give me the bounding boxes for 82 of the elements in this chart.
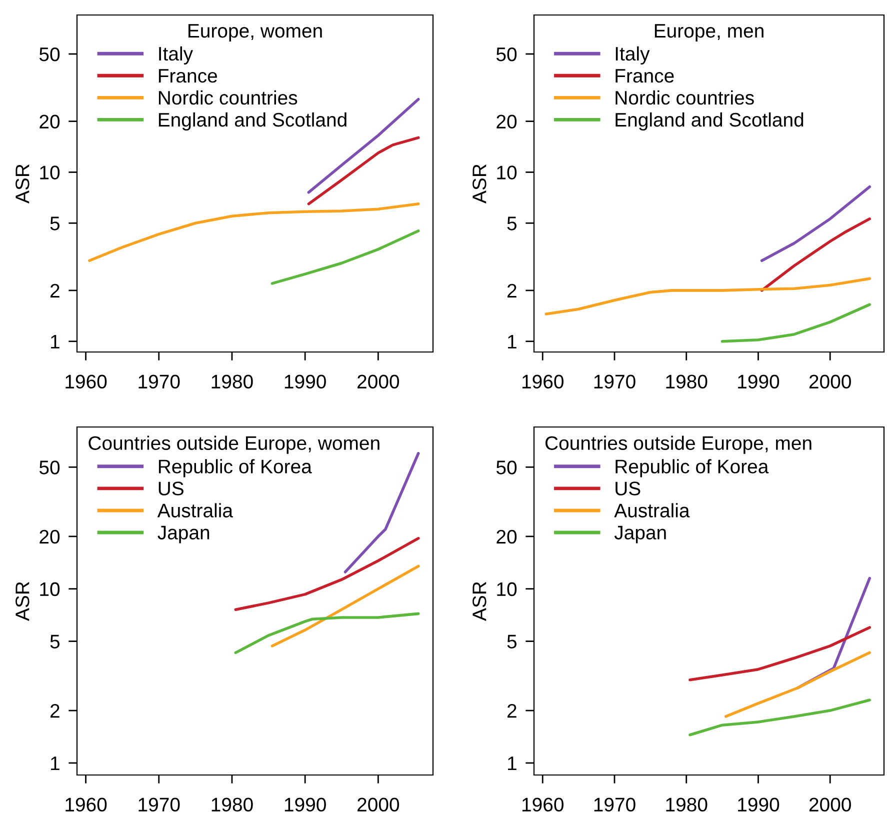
y-tick-label: 2 (508, 704, 516, 718)
y-tick-label: 1 (51, 335, 60, 348)
line-series (88, 202, 420, 262)
chart-title: Countries outside Europe, men (545, 436, 812, 454)
legend-label: US (158, 482, 184, 496)
legend-label: England and Scotland (158, 112, 346, 131)
x-tick-label: 1960 (66, 798, 107, 812)
y-axis-title: ASR (16, 582, 30, 621)
x-tick-label: 1980 (666, 374, 708, 389)
y-tick-label: 2 (50, 704, 60, 718)
legend-label: US (616, 482, 640, 496)
x-tick-label: 1990 (738, 798, 780, 812)
line-series (720, 303, 872, 343)
x-tick-label: 1960 (66, 374, 107, 389)
legend-label: Japan (614, 526, 666, 544)
y-tick-label: 10 (40, 166, 60, 180)
x-tick-label: 2000 (358, 798, 400, 812)
legend-label: Japan (158, 526, 210, 544)
x-tick-label: 1980 (212, 374, 253, 389)
x-tick-label: 1970 (138, 798, 180, 812)
y-tick-label: 5 (507, 216, 517, 230)
y-tick-label: 20 (496, 114, 517, 129)
line-series (270, 564, 420, 648)
legend-label: France (158, 69, 218, 83)
line-series (688, 626, 872, 682)
x-tick-label: 1990 (284, 374, 326, 389)
y-tick-label: 50 (496, 47, 517, 62)
y-tick-label: 10 (497, 582, 517, 596)
chart-title: Countries outside Europe, women (88, 436, 380, 454)
y-tick-label: 5 (50, 634, 60, 648)
x-tick-label: 1990 (284, 798, 326, 812)
line-series (724, 651, 872, 718)
legend-label: Nordic countries (616, 90, 754, 105)
y-tick-label: 1 (508, 756, 516, 770)
chart-title: Europe, men (654, 24, 764, 42)
legend-label: Australia (614, 503, 690, 518)
chart-title: Europe, women (188, 24, 322, 42)
line-series (760, 217, 872, 292)
x-tick-label: 1970 (594, 798, 636, 812)
legend-label: Australia (157, 503, 233, 518)
x-tick-label: 1970 (138, 374, 180, 389)
x-tick-label: 1970 (594, 374, 636, 389)
line-series (270, 229, 420, 285)
x-tick-label: 1990 (738, 374, 780, 389)
y-tick-label: 5 (50, 216, 60, 230)
x-tick-label: 1980 (212, 798, 253, 812)
line-series (760, 185, 872, 262)
y-tick-label: 5 (507, 634, 517, 648)
x-tick-label: 2000 (358, 374, 400, 389)
x-tick-label: 1980 (666, 798, 708, 812)
y-tick-label: 20 (40, 114, 60, 129)
x-tick-label: 2000 (809, 798, 851, 812)
y-tick-label: 10 (40, 582, 60, 596)
y-tick-label: 20 (40, 530, 60, 544)
legend-label: Republic of Korea (616, 459, 769, 478)
legend-label: Republic of Korea (158, 459, 312, 478)
y-tick-label: 50 (39, 460, 60, 474)
y-tick-label: 1 (508, 335, 516, 348)
legend-label: Italy (159, 46, 193, 64)
line-series (234, 536, 420, 611)
legend-label: Nordic countries (158, 90, 298, 105)
y-tick-label: 10 (497, 166, 517, 180)
legend-label: France (616, 69, 674, 83)
x-tick-label: 2000 (809, 374, 851, 389)
line-series (234, 612, 420, 654)
y-tick-label: 50 (496, 460, 517, 474)
y-axis-title: ASR (472, 582, 486, 621)
line-series (307, 136, 420, 206)
line-series (344, 452, 420, 574)
line-series (688, 698, 872, 736)
legend-label: Italy (616, 46, 650, 64)
x-tick-label: 1960 (522, 374, 564, 389)
y-tick-label: 50 (39, 47, 60, 62)
y-tick-label: 2 (508, 284, 516, 298)
x-tick-label: 1960 (522, 798, 564, 812)
y-tick-label: 1 (51, 756, 60, 770)
y-axis-title: ASR (16, 164, 30, 204)
y-axis-title: ASR (472, 164, 486, 204)
line-series (544, 277, 872, 316)
y-tick-label: 2 (50, 284, 60, 298)
legend-label: England and Scotland (616, 112, 804, 131)
y-tick-label: 20 (496, 530, 517, 544)
